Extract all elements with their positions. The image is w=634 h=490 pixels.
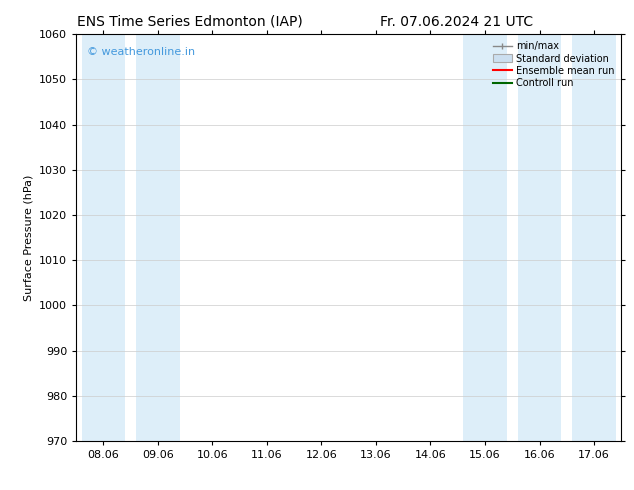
Bar xyxy=(136,34,179,441)
Bar xyxy=(82,34,125,441)
Text: ENS Time Series Edmonton (IAP): ENS Time Series Edmonton (IAP) xyxy=(77,15,303,29)
Bar xyxy=(463,34,507,441)
Legend: min/max, Standard deviation, Ensemble mean run, Controll run: min/max, Standard deviation, Ensemble me… xyxy=(491,39,616,90)
Text: Fr. 07.06.2024 21 UTC: Fr. 07.06.2024 21 UTC xyxy=(380,15,533,29)
Bar xyxy=(573,34,616,441)
Bar xyxy=(518,34,561,441)
Y-axis label: Surface Pressure (hPa): Surface Pressure (hPa) xyxy=(23,174,34,301)
Text: © weatheronline.in: © weatheronline.in xyxy=(87,47,195,56)
